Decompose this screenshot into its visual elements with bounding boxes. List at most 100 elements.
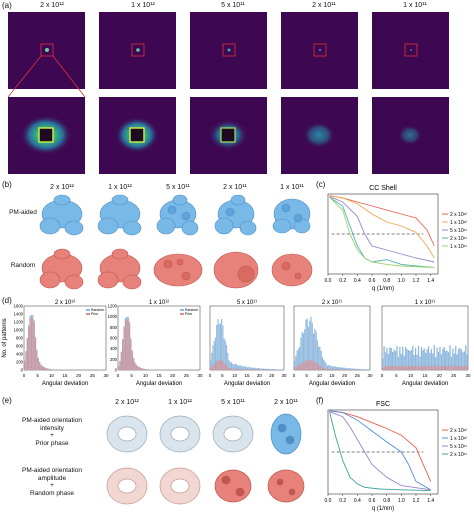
x-tick-label: 0	[209, 373, 212, 378]
bar-prior	[310, 359, 312, 370]
y-tick-label: 1000	[14, 328, 24, 333]
bar-random	[347, 368, 349, 370]
bar-random	[212, 344, 214, 370]
bar-prior	[387, 366, 390, 370]
bar-prior	[212, 364, 214, 370]
x-tick-label: 15	[422, 373, 428, 378]
x-tick-label: 0	[23, 373, 26, 378]
bar-prior	[335, 369, 337, 370]
pattern-top-5	[372, 12, 449, 89]
series-line-4	[329, 411, 431, 492]
bar-prior	[427, 365, 430, 370]
bar-random	[307, 326, 310, 370]
bar-prior	[28, 326, 30, 370]
bar-random	[271, 369, 273, 370]
bar-prior	[462, 366, 464, 370]
bar-random	[253, 367, 255, 370]
bar-prior	[413, 366, 415, 370]
bar-random	[460, 349, 463, 370]
cc-shell-chart: CC Shell 0.0 0.2 0.4 0.6 0.8 1.0 1.2 1.4 q (1/nm)…	[325, 185, 468, 292]
bar-random	[230, 362, 233, 370]
bar-random	[343, 367, 345, 370]
bar-prior	[124, 320, 127, 370]
bar-prior	[305, 359, 307, 370]
bar-prior	[214, 363, 217, 370]
bar-prior	[449, 364, 451, 370]
bar-prior	[37, 358, 39, 370]
panel-label-e: (e)	[2, 396, 12, 405]
bar-random	[390, 347, 392, 370]
bar-prior	[443, 365, 445, 370]
fsc-chart: FSC 0.0 0.2 0.4 0.6 0.8 1.0 1.2 1.4 q (1/nm) 2 x 1…	[325, 401, 468, 512]
x-axis-label: Angular deviation	[402, 381, 448, 387]
bar-random	[409, 351, 411, 370]
bar-random	[243, 366, 245, 370]
bar-prior	[339, 369, 341, 370]
bar-random	[439, 346, 441, 370]
x-tick-label: 0.4	[354, 278, 361, 284]
x-tick-label: 10	[232, 373, 238, 378]
bar-random	[432, 353, 434, 370]
bar-prior	[436, 365, 438, 370]
bar-random	[406, 348, 408, 370]
model-pm-1	[39, 194, 84, 236]
bar-random	[251, 367, 254, 370]
bar-random	[403, 355, 405, 370]
intensity-label-e-1: 2 x 10¹²	[115, 399, 139, 406]
bar-prior	[412, 365, 414, 370]
x-tick-label: 0	[293, 373, 296, 378]
bar-prior	[118, 366, 120, 370]
bar-random	[245, 366, 247, 370]
bar-random	[349, 368, 351, 370]
x-tick-label: 0.6	[369, 278, 376, 284]
bar-random	[348, 368, 350, 370]
x-tick-label: 1.0	[398, 498, 405, 504]
bar-prior	[390, 365, 392, 370]
bar-prior	[328, 369, 330, 370]
intensity-label-a-2: 1 x 10¹²	[131, 2, 155, 9]
bar-random	[443, 347, 445, 370]
x-tick-label: 0	[117, 373, 120, 378]
bar-prior	[239, 369, 241, 370]
panel-label-a: (a)	[2, 1, 12, 10]
y-tick-label: 200	[16, 360, 24, 365]
bar-prior	[455, 365, 457, 370]
bar-random	[238, 365, 240, 370]
bar-prior	[48, 368, 50, 370]
bar-prior	[332, 369, 334, 370]
bar-random	[228, 360, 230, 370]
bar-random	[332, 366, 334, 370]
bar-random	[410, 349, 412, 370]
bar-random	[335, 366, 337, 370]
x-tick-label: 1.2	[413, 278, 420, 284]
model-e1-2	[159, 415, 201, 453]
bar-random	[297, 348, 299, 370]
bar-random	[462, 352, 464, 370]
bar-prior	[304, 361, 306, 370]
bar-prior	[222, 361, 224, 370]
x-tick-label: 15	[156, 373, 162, 378]
x-tick-label: 30	[281, 373, 287, 378]
y-tick-label: 800	[16, 336, 24, 341]
bar-random	[266, 368, 268, 370]
bar-random	[340, 367, 343, 370]
bar-random	[417, 345, 420, 370]
bar-random	[450, 356, 453, 370]
bar-prior	[141, 368, 143, 370]
bar-prior	[135, 364, 137, 370]
bar-prior	[45, 368, 48, 370]
bar-prior	[400, 366, 402, 370]
bar-random	[280, 369, 282, 370]
series-line-2	[329, 410, 431, 491]
bar-random	[214, 337, 217, 370]
bar-random	[313, 333, 315, 370]
pm-orientation-models	[106, 413, 305, 505]
chart-title: FSC	[376, 401, 390, 408]
histogram-4: 2 x 10¹¹ 0 5 10 15 20 25 30 Angular deviation	[293, 300, 373, 387]
bar-prior	[247, 369, 249, 370]
model-random-1	[39, 248, 84, 290]
bar-random	[324, 360, 326, 370]
x-tick-label: 15	[62, 373, 68, 378]
x-tick-label: 0	[381, 373, 384, 378]
pattern-zoom-2	[99, 97, 176, 174]
